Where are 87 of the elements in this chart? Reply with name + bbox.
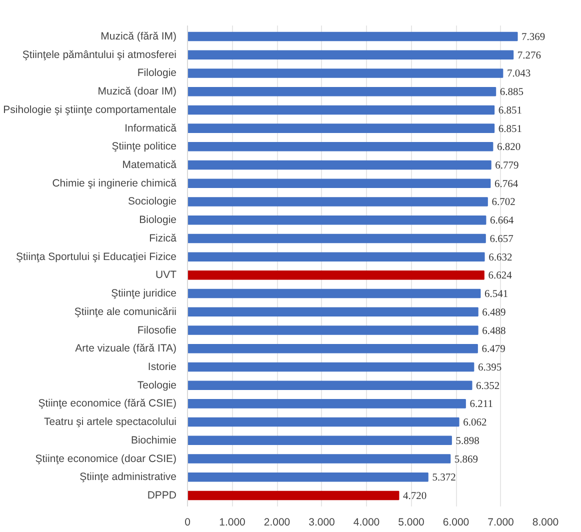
data-label: 6.488 [482, 326, 506, 337]
bar [188, 197, 488, 206]
bar [188, 380, 472, 390]
y-tick-label: Matematică [122, 159, 177, 172]
data-label: 6.541 [484, 289, 508, 300]
data-label: 6.851 [498, 105, 522, 116]
y-tick-label: Filologie [137, 67, 177, 80]
bar [188, 252, 485, 262]
bar [188, 270, 484, 280]
data-label: 6.764 [494, 178, 519, 190]
x-tick-label: 7.000 [488, 516, 514, 528]
data-label: 7.276 [517, 50, 542, 62]
y-tick-label: Ştiinţe administrative [80, 471, 177, 484]
bar [188, 124, 495, 133]
bar [188, 178, 491, 188]
y-tick-label: Teologie [137, 379, 177, 392]
data-label: 6.479 [482, 344, 506, 356]
x-tick-label: 5.000 [398, 516, 425, 528]
data-label: 7.369 [522, 32, 546, 44]
data-label: 6.062 [463, 418, 487, 429]
y-tick-label: Muzică (fără IM) [100, 30, 176, 43]
data-label: 6.624 [488, 270, 513, 282]
bar [188, 399, 466, 408]
bar [188, 362, 474, 372]
y-tick-label: Chimie şi inginerie chimică [52, 177, 177, 190]
y-tick-label: Biologie [139, 214, 177, 226]
data-label: 6.885 [500, 87, 524, 98]
bar [188, 288, 481, 298]
bar [188, 490, 400, 500]
y-tick-label: Biochimie [130, 434, 177, 446]
data-label: 4.720 [403, 490, 427, 502]
y-tick-label: Informatică [124, 122, 177, 134]
data-label: 6.820 [496, 142, 521, 154]
bar [188, 436, 452, 446]
data-label: 6.702 [492, 197, 516, 208]
y-tick-label: Ştiinţe ale comunicării [74, 306, 177, 318]
bar [188, 105, 495, 115]
bar [188, 160, 492, 170]
bar [188, 472, 428, 482]
y-tick-label: Psihologie şi ştiinţe comportamentale [3, 104, 177, 116]
data-label: 6.352 [476, 380, 500, 392]
bar [188, 234, 486, 244]
bar [188, 68, 504, 78]
x-tick-label: 2.000 [264, 516, 290, 528]
bar [188, 32, 518, 42]
y-tick-label: Ştiinţe juridice [111, 288, 177, 300]
x-tick-label: 8.000 [532, 516, 559, 528]
y-tick-label: Muzică (doar IM) [98, 86, 176, 98]
bar [188, 344, 478, 354]
y-tick-label: Filosofie [137, 324, 177, 336]
bar [188, 215, 486, 225]
x-tick-label: 3.000 [308, 516, 336, 528]
x-tick-label: 1.000 [219, 516, 246, 528]
y-tick-label: Ştiinţe politice [112, 140, 177, 153]
y-tick-label: Fizică [149, 232, 177, 244]
x-tick-label: 6.000 [442, 516, 470, 528]
bar [188, 417, 460, 427]
data-label: 7.043 [506, 68, 531, 80]
data-label: 6.851 [498, 124, 522, 135]
data-label: 6.779 [495, 160, 519, 172]
y-tick-label: Sociologie [128, 196, 177, 208]
data-label: 6.395 [478, 362, 502, 374]
y-tick-label: Istorie [148, 360, 177, 373]
y-tick-label: Ştiinţe economice (doar CSIE) [35, 452, 177, 465]
bar [188, 50, 514, 60]
data-label: 6.211 [470, 399, 493, 410]
y-tick-label: Ştiinţe economice (fără CSIE) [38, 398, 177, 410]
y-tick-label: Ştiinţele pământului şi atmosferei [22, 48, 177, 61]
bar [188, 307, 478, 317]
data-label: 5.898 [456, 436, 480, 447]
bar [188, 142, 494, 152]
bar [188, 86, 496, 96]
y-tick-label: DPPD [147, 489, 177, 502]
data-label: 5.869 [454, 454, 478, 466]
data-label: 6.489 [482, 307, 506, 318]
y-tick-label: Teatru şi artele spectacolului [44, 416, 177, 428]
data-label: 5.372 [432, 472, 456, 484]
x-tick-label: 0 [184, 516, 191, 528]
data-label: 6.664 [490, 216, 514, 227]
bar [188, 454, 451, 464]
y-tick-label: Ştiinţa Sportului şi Educaţiei Fizice [16, 250, 177, 263]
data-label: 6.632 [488, 252, 512, 264]
bar [188, 326, 478, 335]
data-label: 6.657 [490, 234, 514, 245]
y-tick-label: Arte vizuale (fără ITA) [75, 342, 177, 355]
x-tick-label: 4.000 [353, 516, 380, 528]
y-tick-label: UVT [156, 269, 178, 282]
